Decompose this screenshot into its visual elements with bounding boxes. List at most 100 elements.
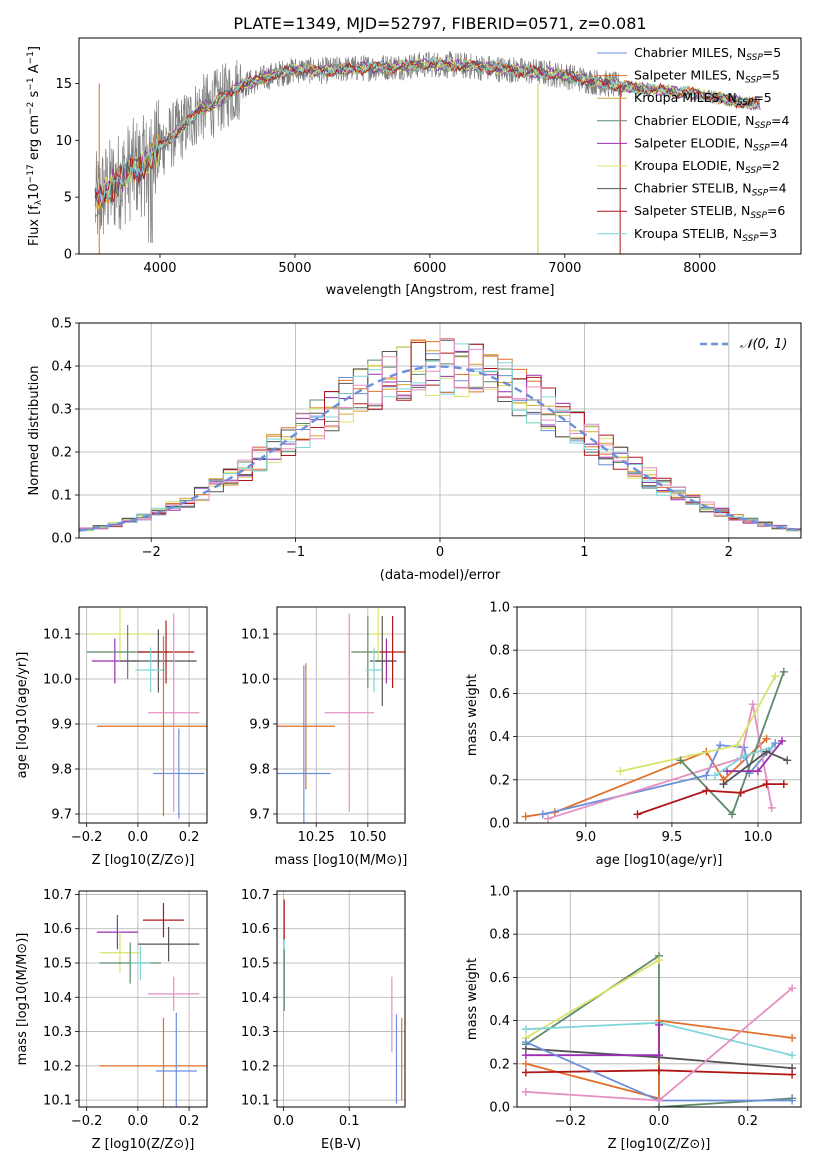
tick-label-y: 9.7 (51, 808, 72, 823)
weight-marker-elodie_salp (521, 1051, 530, 1060)
plot-area (96, 903, 207, 1107)
weight-marker-elodie_krou (655, 956, 663, 965)
tick-label-y: 0.6 (489, 687, 510, 702)
axis-label-x: (data-model)/error (380, 568, 501, 583)
plot-area (521, 667, 792, 823)
tick-label-x: 2 (725, 545, 733, 560)
tick-label-x: 0.2 (179, 1114, 200, 1129)
weight-marker-elodie_krou (733, 741, 742, 750)
weight-marker-elodie_krou (616, 767, 625, 776)
weight-marker-stelib_krou (767, 743, 776, 752)
legend-entry-part: SSP (742, 234, 759, 244)
legend-entry-part: Chabrier STELIB, N (634, 181, 752, 196)
legend-entry-part: Kroupa MILES, N (634, 90, 737, 105)
weight-marker-elodie_salp (753, 767, 762, 776)
legend-entry-part: Chabrier ELODIE, N (634, 113, 754, 128)
panel-weight-vs-age: 9.0 9.5 10.0 0.0 0.2 0.4 0.6 0.8 1.0 age [log10(a… (465, 601, 802, 868)
tick-label-y: 0.2 (51, 446, 72, 461)
legend-entry-part: SSP (746, 53, 763, 63)
tick-label-y: 10.5 (241, 957, 270, 972)
axis-label-y-part: erg cm (27, 115, 42, 164)
legend-entry: Kroupa ELODIE, NSSP=2 (634, 158, 780, 176)
axis-label-x: Z [log10(Z/Z⊙)] (92, 853, 195, 868)
tick-label-y: 0.8 (489, 644, 510, 659)
weight-marker-stelib_krou (788, 1051, 797, 1060)
tick-label-x: 10.25 (298, 830, 335, 845)
axis-label-x: Z [log10(Z/Z⊙)] (608, 1137, 711, 1152)
legend-entry-part: SSP (750, 211, 767, 221)
weight-marker-elodie_chab (779, 667, 788, 676)
tick-label-x: 0.0 (649, 1114, 670, 1129)
weight-line-stelib_chab (722, 750, 788, 785)
plot-area (283, 899, 403, 1104)
tick-label-x: 9.5 (662, 830, 683, 845)
weight-marker-stelib_krou (740, 752, 749, 761)
tick-label-y: 10.6 (43, 922, 72, 937)
axis-label-y-part: −17 (26, 164, 36, 183)
plot-area (94, 51, 761, 254)
tick-label-y: 0.4 (51, 360, 72, 375)
legend-entry: Kroupa MILES, NSSP=5 (634, 90, 772, 108)
tick-label-y: 0.3 (51, 403, 72, 418)
weight-marker-stelib_salp (736, 788, 745, 797)
axes-frame (78, 322, 802, 539)
tick-label-y: 0 (64, 248, 72, 263)
tick-label-y: 15 (55, 77, 72, 92)
tick-label-x: 0.0 (128, 1114, 149, 1129)
axes-frame (276, 890, 406, 1108)
legend-entry-part: SSP (737, 98, 754, 108)
legend-entry-part: =5 (762, 68, 780, 83)
axes-frame (78, 606, 208, 824)
legend-entry-part: =6 (767, 203, 785, 218)
weight-marker-stelib_salp (655, 1066, 663, 1075)
tick-label-y: 10.0 (241, 673, 270, 688)
tick-label-y: 10.1 (241, 1094, 270, 1109)
tick-label-y: 9.8 (51, 763, 72, 778)
tick-label-x: 10.0 (743, 830, 772, 845)
plot-area (277, 607, 405, 823)
axis-label-x: Z [log10(Z/Z⊙)] (92, 1137, 195, 1152)
tick-label-y: 10.6 (241, 922, 270, 937)
tick-label-y: 0.6 (489, 971, 510, 986)
panel-weight-vs-z: −0.2 0.0 0.2 0.0 0.2 0.4 0.6 0.8 1.0 Z [log10(Z/Z… (465, 885, 802, 1152)
axis-label-y-part: A (27, 64, 42, 77)
tick-label-x: 0.2 (737, 1114, 758, 1129)
axis-label-y: age [log10(age/yr)] (15, 652, 30, 779)
axis-label-y: Normed distribution (27, 366, 42, 496)
tick-label-y: 0.1 (51, 489, 72, 504)
tick-label-x: 0.0 (273, 1114, 294, 1129)
tick-label-y: 10.1 (241, 628, 270, 643)
model-spectrum-elodie_salp (94, 57, 760, 207)
legend-entry: Kroupa STELIB, NSSP=3 (634, 226, 777, 244)
axis-label-y-part: −1 (26, 77, 36, 90)
panel-age-vs-z: −0.2 0.0 0.2 9.7 9.8 9.9 10.0 10.1 Z [log10(Z/Z⊙… (15, 606, 208, 868)
weight-marker-pink (788, 984, 797, 993)
tick-label-y: 0.2 (489, 773, 510, 788)
weight-marker-miles_chab (716, 741, 725, 750)
weight-marker-miles_salp (521, 1059, 530, 1068)
axes-frame (276, 606, 406, 824)
axis-label-x: age [log10(age/yr)] (596, 853, 723, 868)
tick-label-x: −0.2 (71, 830, 103, 845)
legend-entry: 𝒩(0, 1) (740, 337, 787, 352)
axis-label-y-part: −1 (26, 51, 36, 64)
weight-marker-miles_chab (771, 739, 780, 748)
tick-label-x: 0.2 (179, 830, 200, 845)
tick-label-x: 9.0 (576, 830, 597, 845)
tick-label-y: 10.1 (43, 1094, 72, 1109)
tick-label-y: 0.4 (489, 1014, 510, 1029)
legend-entry-part: =3 (759, 226, 777, 241)
panel-spectrum: 4000 5000 6000 7000 8000 0 5 10 15 Chabrier MILES… (26, 37, 802, 298)
weight-marker-stelib_krou (710, 771, 719, 780)
axis-label-y-part: λ (34, 199, 44, 205)
tick-label-y: 9.9 (249, 718, 270, 733)
axis-label-x: wavelength [Angstrom, rest frame] (326, 283, 555, 298)
tick-label-y: 10.3 (241, 1025, 270, 1040)
weight-marker-pink (655, 1096, 663, 1105)
weight-marker-stelib_salp (633, 810, 642, 819)
axis-label-y: mass weight (465, 958, 480, 1040)
tick-label-y: 10.2 (241, 1059, 270, 1074)
axis-label-y: Flux [fλ10−17 erg cm−2 s−1 A−1] (26, 46, 44, 246)
legend-entry-part: SSP (745, 76, 762, 86)
axis-label-x: E(B-V) (321, 1137, 361, 1152)
